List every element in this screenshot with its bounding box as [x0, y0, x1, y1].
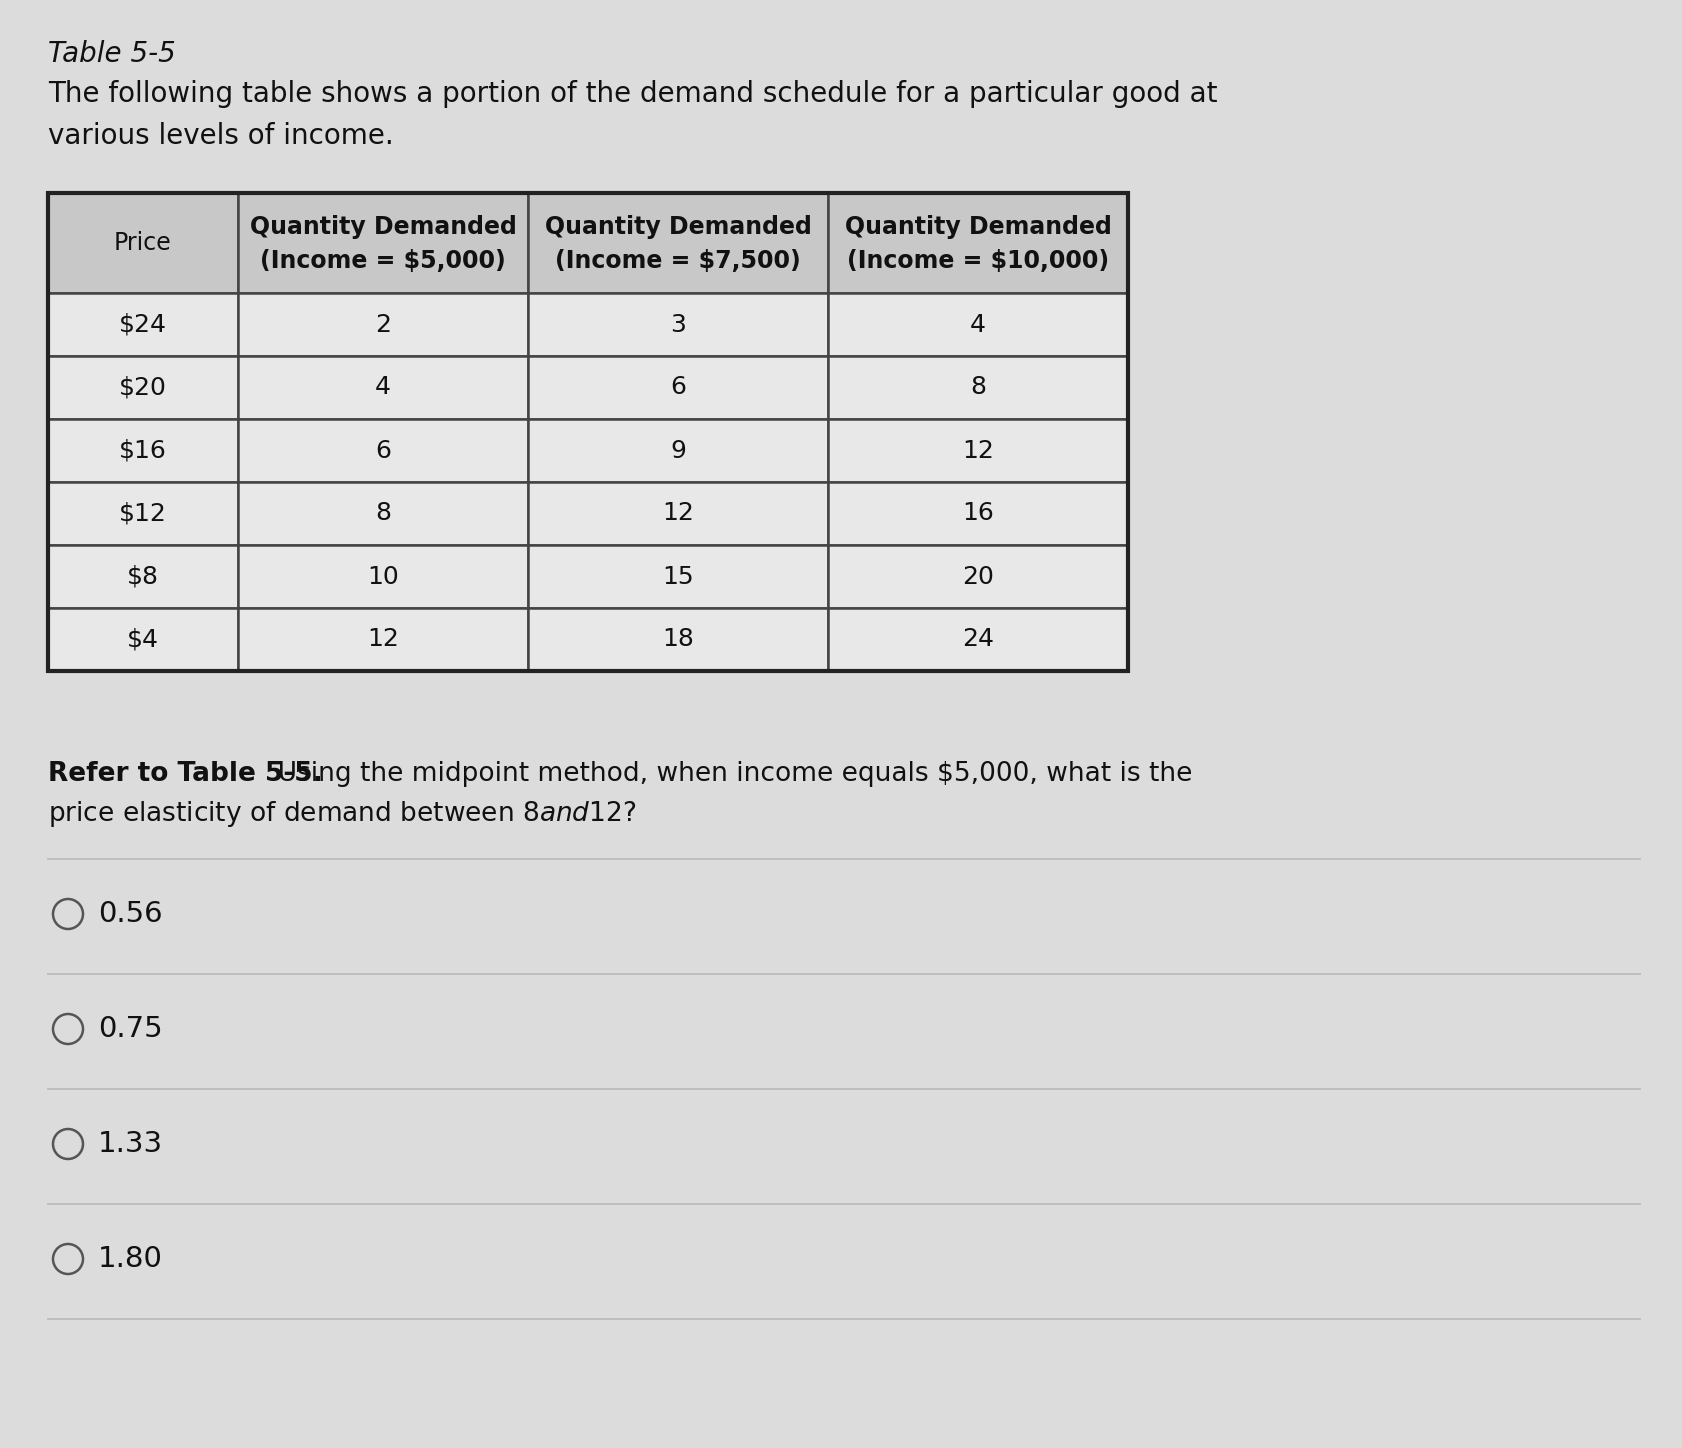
- Text: The following table shows a portion of the demand schedule for a particular good: The following table shows a portion of t…: [49, 80, 1216, 109]
- Text: 3: 3: [669, 313, 686, 336]
- Bar: [49, 193, 1127, 670]
- Text: Table 5-5: Table 5-5: [49, 41, 175, 68]
- Text: 4: 4: [375, 375, 390, 400]
- Bar: [49, 608, 237, 670]
- Bar: [49, 292, 237, 356]
- Bar: [237, 482, 528, 544]
- Bar: [237, 544, 528, 608]
- Bar: [49, 193, 237, 292]
- Text: $8: $8: [126, 565, 158, 588]
- Bar: [828, 482, 1127, 544]
- Text: Using the midpoint method, when income equals $5,000, what is the: Using the midpoint method, when income e…: [261, 762, 1191, 788]
- Text: 24: 24: [962, 627, 994, 652]
- Text: $4: $4: [126, 627, 158, 652]
- Bar: [237, 193, 528, 292]
- Text: 18: 18: [661, 627, 693, 652]
- Text: 15: 15: [661, 565, 693, 588]
- Text: 10: 10: [367, 565, 399, 588]
- Text: 6: 6: [375, 439, 390, 462]
- Text: 12: 12: [367, 627, 399, 652]
- Text: 4: 4: [969, 313, 986, 336]
- Bar: [828, 356, 1127, 418]
- Text: Price: Price: [114, 232, 172, 255]
- Bar: [828, 292, 1127, 356]
- Bar: [528, 418, 828, 482]
- Bar: [237, 356, 528, 418]
- Text: 1.33: 1.33: [98, 1129, 163, 1158]
- Bar: [828, 608, 1127, 670]
- Bar: [828, 193, 1127, 292]
- Bar: [49, 356, 237, 418]
- Bar: [528, 356, 828, 418]
- Text: 1.80: 1.80: [98, 1245, 163, 1273]
- Text: (Income = $7,500): (Income = $7,500): [555, 249, 801, 274]
- Bar: [828, 418, 1127, 482]
- Text: 8: 8: [969, 375, 986, 400]
- Bar: [237, 608, 528, 670]
- Text: 20: 20: [962, 565, 994, 588]
- Text: 0.56: 0.56: [98, 901, 163, 928]
- Text: (Income = $5,000): (Income = $5,000): [261, 249, 506, 274]
- Text: 12: 12: [962, 439, 994, 462]
- Text: Quantity Demanded: Quantity Demanded: [844, 214, 1110, 239]
- Bar: [528, 193, 828, 292]
- Text: $12: $12: [119, 501, 167, 526]
- Bar: [528, 292, 828, 356]
- Bar: [528, 544, 828, 608]
- Text: 2: 2: [375, 313, 390, 336]
- Text: 12: 12: [661, 501, 693, 526]
- Text: $16: $16: [119, 439, 167, 462]
- Text: Quantity Demanded: Quantity Demanded: [249, 214, 516, 239]
- Text: $24: $24: [119, 313, 167, 336]
- Text: 0.75: 0.75: [98, 1015, 163, 1043]
- Bar: [237, 292, 528, 356]
- Text: various levels of income.: various levels of income.: [49, 122, 394, 151]
- Bar: [828, 544, 1127, 608]
- Bar: [528, 608, 828, 670]
- Bar: [49, 418, 237, 482]
- Text: 16: 16: [962, 501, 994, 526]
- Bar: [49, 482, 237, 544]
- Text: $20: $20: [119, 375, 167, 400]
- Text: 6: 6: [669, 375, 686, 400]
- Text: 9: 9: [669, 439, 686, 462]
- Text: price elasticity of demand between $8 and $12?: price elasticity of demand between $8 an…: [49, 799, 636, 830]
- Text: (Income = $10,000): (Income = $10,000): [846, 249, 1108, 274]
- Text: 8: 8: [375, 501, 390, 526]
- Text: Quantity Demanded: Quantity Demanded: [545, 214, 811, 239]
- Bar: [528, 482, 828, 544]
- Bar: [49, 544, 237, 608]
- Text: Refer to Table 5-5.: Refer to Table 5-5.: [49, 762, 323, 788]
- Bar: [237, 418, 528, 482]
